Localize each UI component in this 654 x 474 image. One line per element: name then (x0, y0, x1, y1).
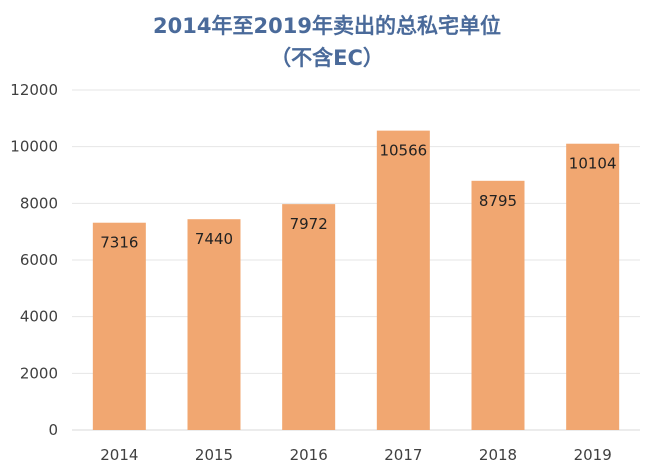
data-label: 7440 (195, 230, 233, 248)
bar (282, 204, 336, 430)
data-label: 10104 (569, 155, 617, 173)
x-tick-label: 2017 (384, 446, 422, 464)
y-tick-label: 2000 (20, 364, 58, 382)
bar (187, 219, 241, 430)
x-tick-label: 2016 (290, 446, 328, 464)
y-tick-label: 4000 (20, 308, 58, 326)
x-tick-label: 2014 (100, 446, 138, 464)
bar (376, 130, 430, 430)
y-tick-label: 12000 (10, 81, 58, 99)
bar (566, 143, 620, 430)
x-tick-label: 2015 (195, 446, 233, 464)
data-label: 7972 (290, 215, 328, 233)
bar (92, 222, 146, 430)
y-tick-label: 8000 (20, 194, 58, 212)
data-label: 8795 (479, 192, 517, 210)
x-tick-label: 2019 (574, 446, 612, 464)
chart-title: 2014年至2019年卖出的总私宅单位 (153, 14, 501, 38)
bar (471, 180, 525, 430)
chart-subtitle: （不含EC） (270, 46, 384, 70)
x-tick-label: 2018 (479, 446, 517, 464)
y-tick-label: 10000 (10, 138, 58, 156)
y-tick-label: 0 (48, 421, 58, 439)
data-label: 10566 (379, 142, 427, 160)
y-tick-label: 6000 (20, 251, 58, 269)
data-label: 7316 (100, 234, 138, 252)
